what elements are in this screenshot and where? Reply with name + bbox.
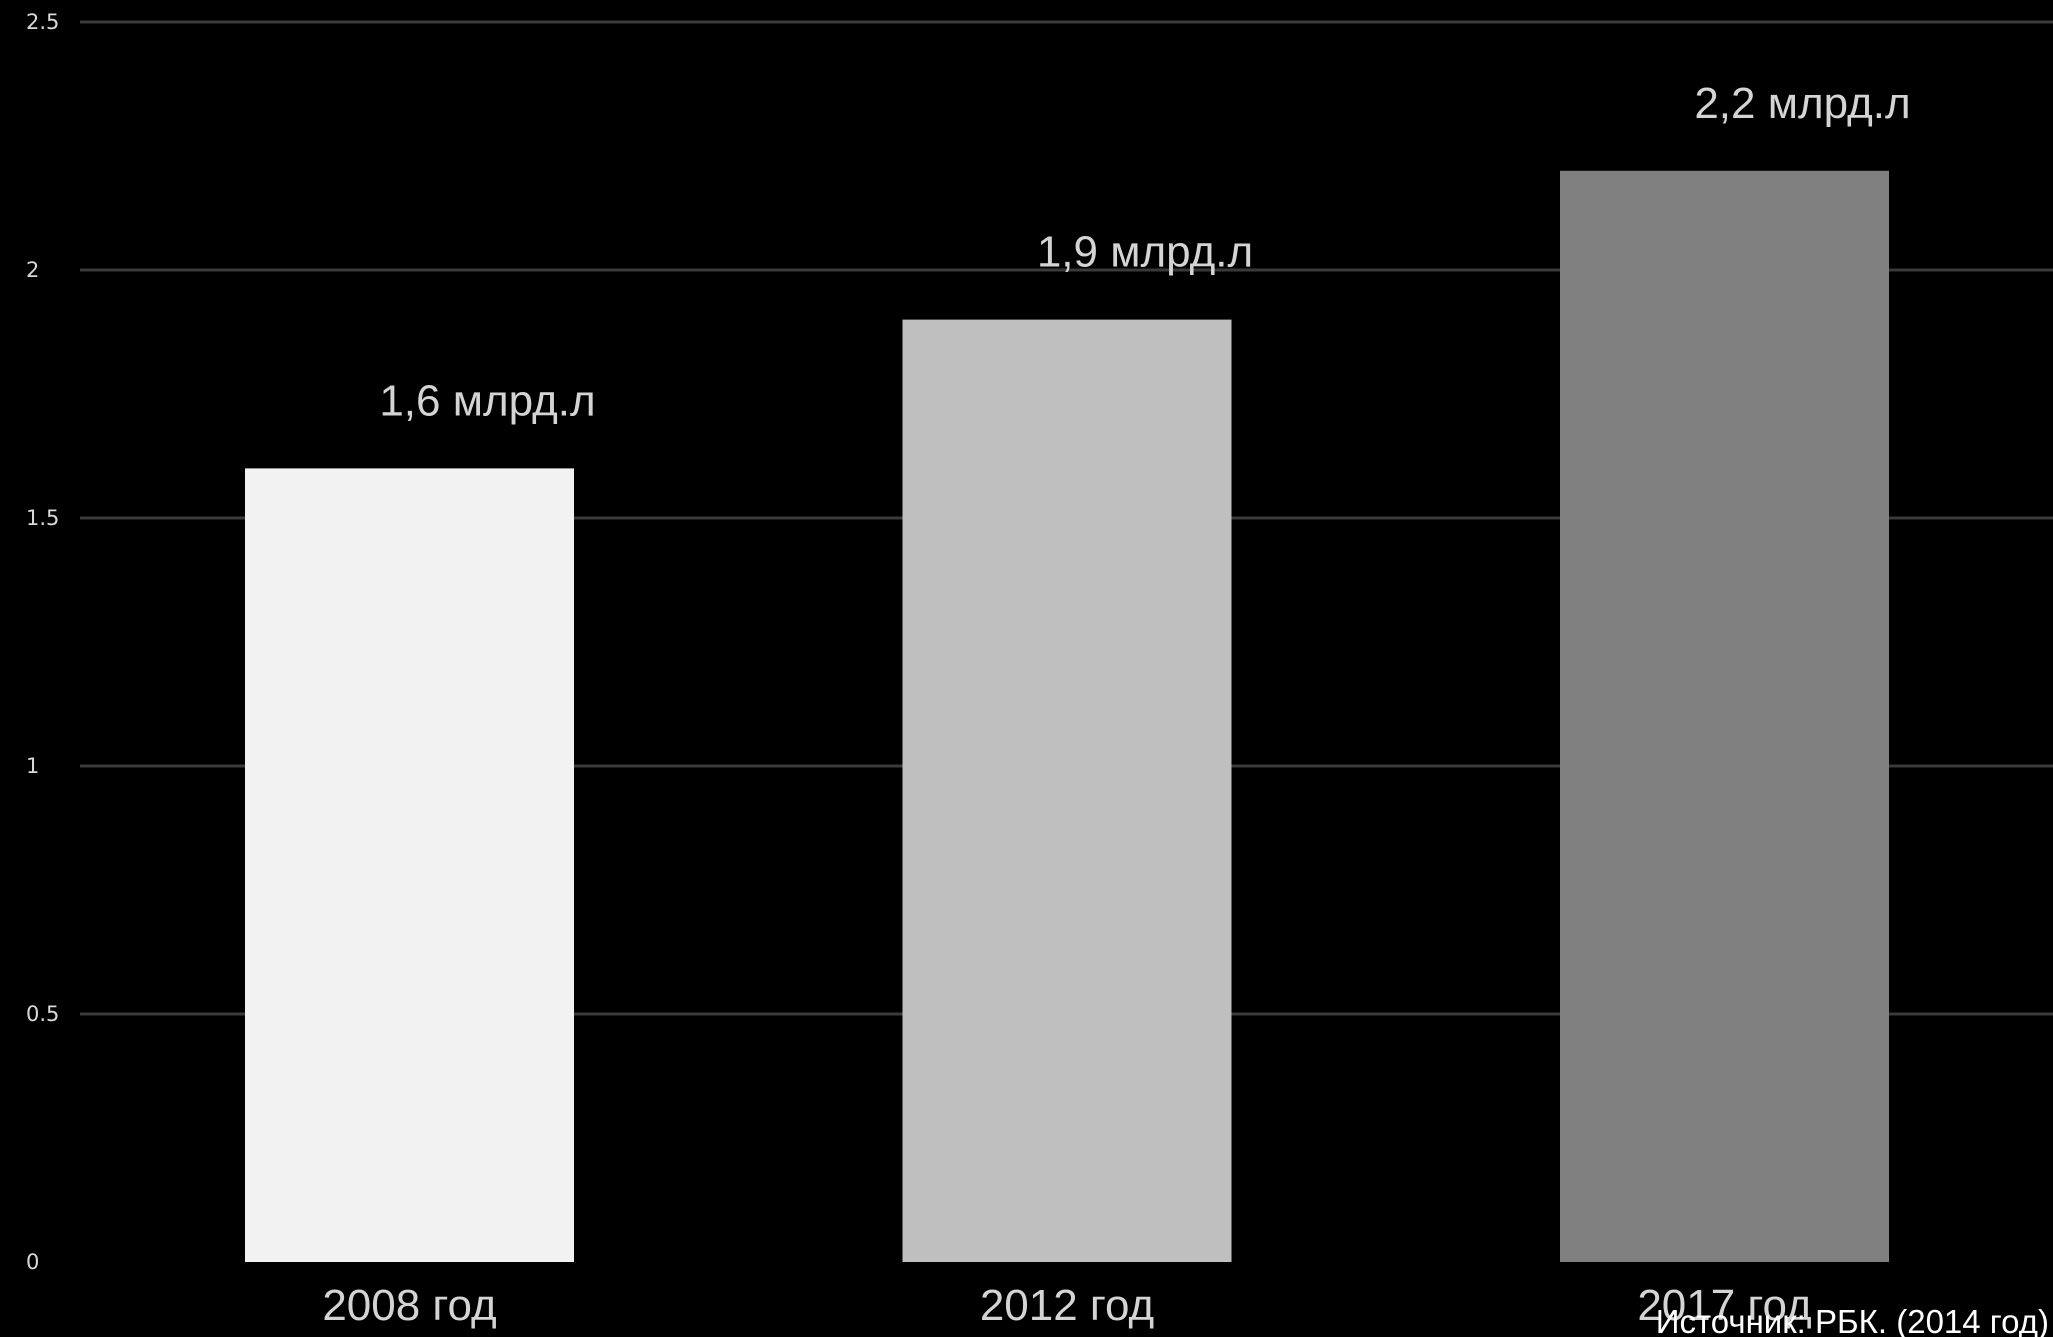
bar bbox=[902, 319, 1232, 1263]
bar-data-label: 1,9 млрд.л bbox=[1037, 228, 1253, 277]
y-tick-label: 2.5 bbox=[26, 10, 59, 34]
source-note: Источник: РБК. (2014 год) bbox=[1656, 1303, 2049, 1337]
x-category-label: 2008 год bbox=[322, 1281, 496, 1330]
bar bbox=[1560, 170, 1889, 1262]
data-labels: 1,6 млрд.л 1,9 млрд.л 2,2 млрд.л bbox=[379, 79, 1910, 426]
y-tick-label: 2 bbox=[26, 258, 39, 282]
x-axis-categories: 2008 год 2012 год 2017 год bbox=[322, 1281, 1811, 1330]
x-category-label: 2017 год bbox=[1637, 1281, 1811, 1330]
x-category-label: 2012 год bbox=[980, 1281, 1154, 1330]
y-tick-label: 0.5 bbox=[26, 1002, 59, 1026]
y-tick-label: 1 bbox=[26, 754, 39, 778]
bar bbox=[245, 468, 574, 1262]
y-axis-ticks: 0 0.5 1 1.5 2 2.5 bbox=[26, 10, 59, 1274]
bar-data-label: 2,2 млрд.л bbox=[1694, 79, 1910, 128]
y-tick-label: 1.5 bbox=[26, 506, 59, 530]
bar-data-label: 1,6 млрд.л bbox=[379, 376, 595, 425]
bars bbox=[245, 170, 1889, 1263]
y-tick-label: 0 bbox=[26, 1250, 39, 1274]
